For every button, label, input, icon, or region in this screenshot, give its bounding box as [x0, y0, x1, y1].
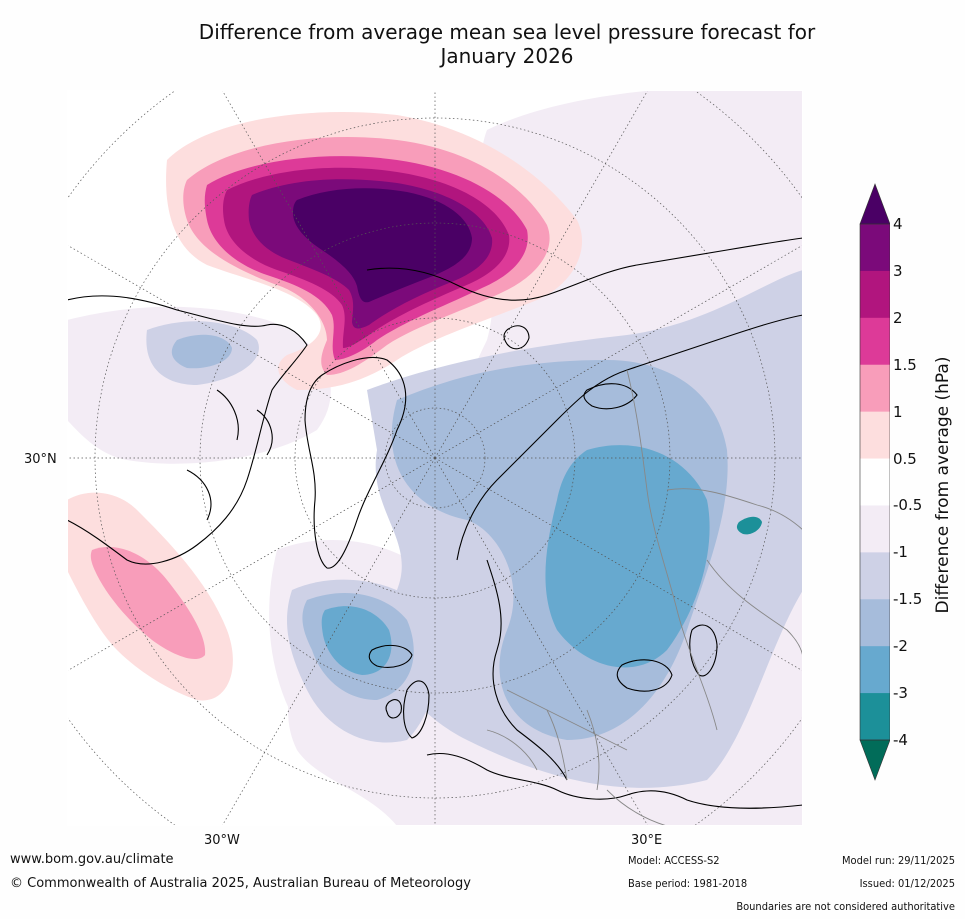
colorbar-segment [860, 317, 890, 366]
anomaly-region-neg05-west [67, 306, 331, 464]
colorbar-tick-label: -1.5 [893, 590, 923, 609]
colorbar-tick-label: -0.5 [893, 496, 923, 515]
colorbar [859, 183, 890, 781]
pressure-anomaly-map [67, 90, 803, 826]
colorbar-segment [860, 552, 890, 600]
colorbar-segments [860, 184, 890, 780]
colorbar-tick-label: 4 [893, 215, 903, 233]
anomaly-region-neg15-west [171, 334, 232, 369]
website-link[interactable]: www.bom.gov.au/climate [10, 852, 174, 867]
anomaly-region-neg2 [545, 445, 710, 668]
issued-text: Issued: 01/12/2025 [859, 877, 955, 890]
colorbar-tick-label: -2 [893, 637, 908, 656]
copyright-text: © Commonwealth of Australia 2025, Austra… [10, 876, 471, 891]
model-text: Model: ACCESS-S2 [628, 854, 720, 867]
colorbar-tick-label: -4 [893, 731, 908, 749]
colorbar-tick-label: 1.5 [893, 355, 917, 374]
colorbar-segment [860, 411, 890, 460]
boundaries-note: Boundaries are not considered authoritat… [736, 900, 955, 913]
latitude-label-30n: 30°N [24, 452, 57, 467]
colorbar-tick-label: 0.5 [893, 449, 917, 468]
colorbar-segment [860, 364, 890, 413]
title-line-2: January 2026 [440, 44, 574, 68]
anomaly-region-pos1-sw [90, 546, 206, 660]
colorbar-outline [859, 183, 890, 781]
graticule [67, 90, 803, 826]
colorbar-tick-label: 3 [893, 261, 903, 280]
colorbar-title: Difference from average (hPa) [933, 356, 953, 614]
colorbar-segment [860, 505, 890, 553]
colorbar-tick-label: -1 [893, 543, 908, 562]
map-title: Difference from average mean sea level p… [0, 20, 965, 68]
colorbar-tick-label: 2 [893, 308, 903, 327]
anomaly-region-neg2-atlantic [321, 606, 392, 675]
colorbar-segment [860, 224, 890, 272]
base-period-text: Base period: 1981-2018 [628, 877, 748, 890]
anomaly-region-neg3 [736, 516, 762, 535]
title-line-1: Difference from average mean sea level p… [198, 20, 816, 44]
country-borders [486, 369, 803, 826]
colorbar-tick-label: 1 [893, 402, 903, 421]
longitude-label-30w: 30°W [204, 833, 240, 848]
colorbar-segment [860, 458, 890, 506]
colorbar-tick-label: -3 [893, 684, 908, 703]
colorbar-arrow-bottom [860, 740, 890, 780]
longitude-label-30e: 30°E [631, 833, 663, 848]
colorbar-arrow-top [860, 184, 890, 224]
colorbar-segment [860, 270, 890, 319]
colorbar-segment [860, 693, 890, 741]
coastlines [67, 237, 803, 809]
colorbar-segment [860, 646, 890, 694]
model-run-text: Model run: 29/11/2025 [842, 854, 955, 867]
colorbar-segment [860, 599, 890, 647]
